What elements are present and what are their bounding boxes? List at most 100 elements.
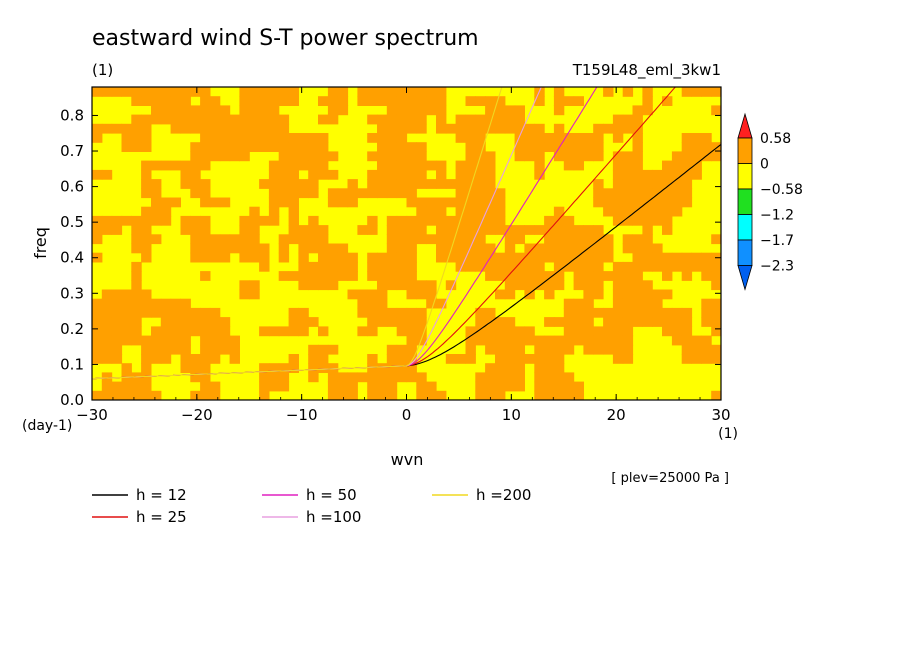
field-cell-high (92, 344, 103, 355)
field-cell-high (396, 87, 408, 97)
field-cell-high (534, 261, 545, 272)
field-cell-high (377, 179, 388, 189)
field-cell-high (278, 363, 290, 373)
field-cell-high (170, 197, 181, 208)
field-cell-high (622, 261, 634, 272)
field-cell-high (308, 317, 319, 327)
field-cell-high (190, 252, 201, 263)
field-cell-high (544, 317, 555, 327)
field-cell-high (652, 188, 663, 199)
field-cell-high (377, 96, 388, 106)
field-cell-high (534, 344, 545, 355)
field-cell-high (495, 197, 506, 208)
field-cell-high (101, 317, 113, 327)
field-cell-high (327, 114, 339, 125)
field-cell-high (534, 142, 545, 152)
field-cell-high (524, 133, 535, 143)
field-cell-high (583, 151, 594, 162)
field-cell-high (612, 179, 624, 189)
field-cell-high (209, 381, 221, 392)
field-cell-high (318, 160, 329, 171)
field-cell-high (622, 160, 634, 171)
field-cell-high (406, 151, 417, 162)
field-cell-high (426, 206, 437, 217)
field-cell-high (278, 381, 290, 392)
field-cell-high (514, 271, 525, 281)
field-cell-high (662, 326, 673, 337)
field-cell-high (553, 225, 565, 235)
field-cell-high (701, 271, 712, 281)
field-cell-high (455, 188, 466, 199)
field-cell-high (475, 381, 486, 392)
field-cell-high (406, 252, 417, 263)
field-cell-high (563, 307, 575, 318)
field-cell-high (209, 114, 221, 125)
field-cell-high (141, 289, 152, 300)
field-cell-high (386, 105, 398, 116)
field-cell-high (622, 289, 634, 300)
field-cell-high (534, 252, 545, 263)
field-cell-high (308, 234, 319, 245)
field-cell-high (573, 234, 584, 245)
field-cell-high (121, 381, 132, 392)
field-cell-high (200, 271, 211, 281)
field-cell-high (327, 151, 339, 162)
field-cell-high (504, 105, 516, 116)
field-cell-high (593, 271, 604, 281)
field-cell-high (357, 298, 368, 309)
field-cell-high (151, 206, 162, 217)
field-cell-high (377, 169, 388, 180)
field-cell-high (573, 390, 584, 400)
field-cell-high (612, 307, 624, 318)
field-cell-high (288, 197, 299, 208)
field-cell-high (131, 215, 142, 226)
field-cell-high (603, 197, 614, 208)
field-cell-high (514, 252, 525, 263)
field-cell-high (288, 206, 299, 217)
field-cell-high (121, 142, 132, 152)
field-cell-high (141, 234, 152, 245)
field-cell-high (632, 215, 643, 226)
field-cell-high (465, 160, 476, 171)
field-cell-high (416, 206, 427, 217)
field-cell-high (495, 372, 506, 383)
field-cell-high (485, 271, 496, 281)
field-cell-high (514, 142, 525, 152)
field-cell-high (121, 289, 132, 300)
field-cell-high (622, 206, 634, 217)
field-cell-high (160, 354, 172, 364)
field-cell-high (436, 160, 447, 171)
field-cell-high (485, 363, 496, 373)
field-cell-high (416, 381, 427, 392)
field-cell-high (465, 225, 476, 235)
field-cell-high (160, 326, 172, 337)
field-cell-high (141, 188, 152, 199)
spectrum-field (92, 87, 721, 400)
field-cell-high (200, 390, 211, 400)
field-cell-high (298, 307, 309, 318)
field-cell-high (514, 344, 525, 355)
field-cell-high (465, 243, 476, 254)
field-cell-high (259, 215, 270, 226)
field-cell-high (436, 105, 447, 116)
field-cell-high (603, 317, 614, 327)
field-cell-high (416, 87, 427, 97)
field-cell-high (504, 252, 516, 263)
x-tick-label: −30 (76, 406, 108, 424)
field-cell-high (170, 105, 181, 116)
field-cell-high (563, 317, 575, 327)
field-cell-high (141, 133, 152, 143)
field-cell-high (327, 252, 339, 263)
y-tick-label: 0.1 (60, 355, 84, 373)
field-cell-high (593, 335, 604, 346)
field-cell-high (141, 123, 152, 134)
field-cell-high (436, 114, 447, 125)
field-cell-high (229, 335, 240, 346)
field-cell-high (131, 298, 142, 309)
field-cell-high (583, 234, 594, 245)
field-cell-high (436, 390, 447, 400)
field-cell-high (495, 354, 506, 364)
field-cell-high (662, 160, 673, 171)
field-cell-high (190, 390, 201, 400)
field-cell-high (612, 169, 624, 180)
